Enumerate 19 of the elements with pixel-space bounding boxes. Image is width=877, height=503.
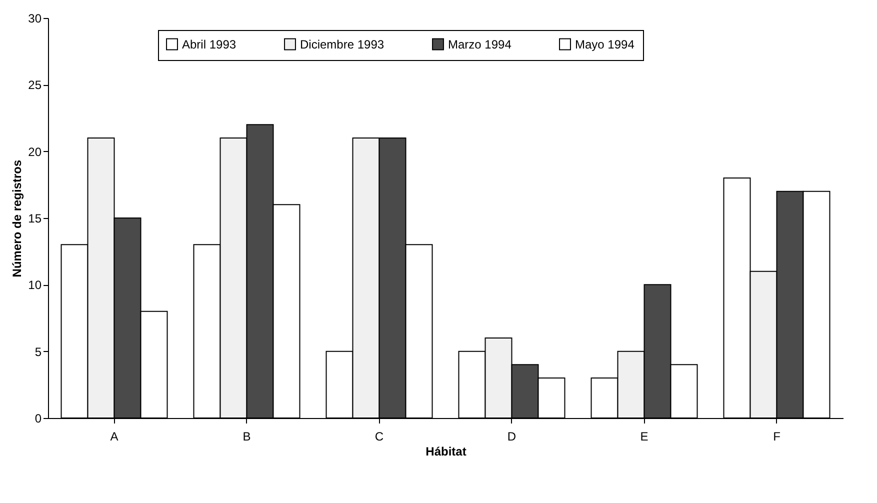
y-axis-title: Número de registros (10, 160, 24, 278)
x-tick-label: A (110, 430, 118, 444)
y-tick-label: 20 (28, 144, 42, 159)
x-tick-label: D (507, 430, 516, 444)
y-tick-label: 10 (28, 278, 42, 292)
x-tick-label: B (242, 430, 251, 444)
y-tick-label: 5 (34, 344, 42, 359)
legend-label: Marzo 1994 (448, 37, 512, 52)
y-tick-label: 15 (28, 212, 42, 226)
legend-label: Diciembre 1993 (300, 37, 384, 52)
y-tick-label: 30 (28, 12, 42, 26)
x-axis-title: Hábitat (426, 444, 466, 458)
y-tick-label: 25 (28, 78, 42, 92)
legend-label: Abril 1993 (182, 37, 236, 52)
x-tick-label: E (640, 430, 648, 444)
y-tick-label: 0 (34, 412, 42, 426)
x-tick-label: F (773, 430, 780, 444)
legend-label: Mayo 1994 (575, 37, 635, 52)
x-tick-label: C (374, 430, 384, 444)
